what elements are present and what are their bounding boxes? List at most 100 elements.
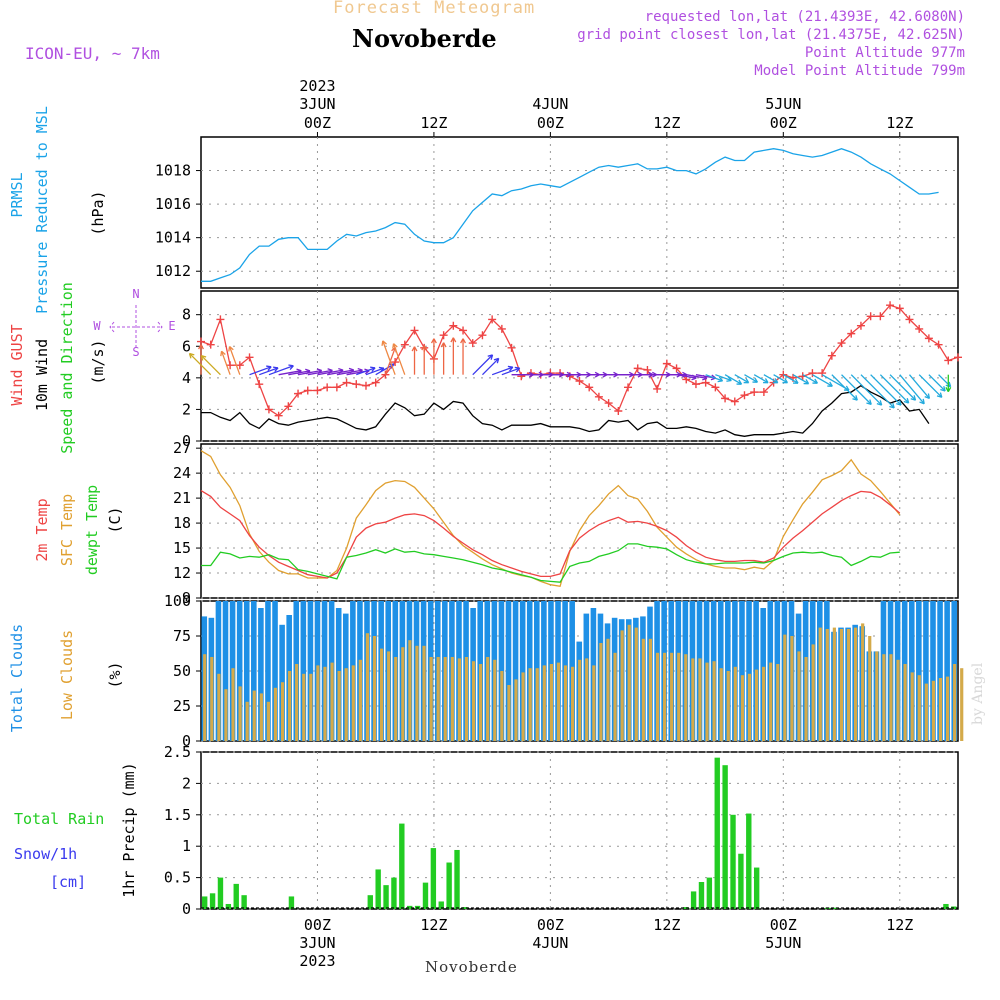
wind-arrow-head	[793, 378, 799, 384]
wind-direction-arrow	[715, 374, 732, 382]
low-cloud-bar	[280, 682, 285, 741]
total-cloud-bar	[739, 601, 745, 741]
wind-direction-arrow	[382, 340, 396, 375]
wind-arrow-head	[782, 378, 789, 384]
wind-arrow-head	[752, 377, 759, 383]
wind-direction-arrow	[724, 374, 742, 385]
wind-direction-arrow	[259, 367, 279, 376]
low-cloud-bar	[259, 693, 263, 741]
wind-gust-marker	[905, 315, 914, 324]
low-cloud-bar	[825, 629, 829, 741]
low-cloud-bar	[684, 654, 688, 741]
rain-bar	[454, 849, 460, 909]
model-label: ICON-EU, ~ 7km	[25, 44, 160, 63]
temp-dewpt-label: dewpt Temp	[83, 485, 101, 575]
low-cloud-bar	[931, 680, 936, 741]
precip-ytick-label: 1.5	[164, 806, 191, 824]
low-cloud-bar	[776, 664, 780, 741]
wind-gust-marker	[468, 339, 477, 348]
wind-direction-arrow	[249, 366, 272, 376]
wind-arrow-head	[827, 381, 833, 387]
rain-bar	[241, 895, 247, 909]
wind-gust-marker	[827, 351, 836, 360]
wind-gust-marker	[449, 321, 458, 330]
clouds-ytick-label: 25	[173, 697, 191, 715]
gridpoint-coords: grid point closest lon,lat (21.4375E, 42…	[577, 27, 965, 43]
bottom-date-label: 5JUN	[765, 934, 801, 952]
compass-e: E	[168, 319, 175, 333]
rain-bar	[462, 907, 468, 909]
wind-arrow-head	[450, 337, 457, 343]
wind-gust-marker	[585, 383, 594, 392]
low-cloud-bar	[295, 664, 299, 741]
wind-arrow-head	[430, 338, 437, 344]
wind-direction-arrow	[481, 357, 500, 376]
low-cloud-bar	[203, 654, 207, 741]
wind-gust-marker	[847, 329, 856, 338]
wind-arrow-head	[370, 366, 376, 373]
wind-gust-marker	[352, 380, 361, 389]
rain-bar	[288, 896, 295, 909]
low-cloud-bar	[500, 671, 504, 741]
snow-unit-label: [cm]	[50, 873, 86, 891]
low-cloud-bar	[726, 671, 730, 741]
wind-gust-marker	[759, 388, 768, 397]
rain-bar	[438, 901, 444, 909]
wind-direction-arrow	[850, 374, 883, 406]
wind-arrow-head	[945, 386, 952, 392]
requested-coords: requested lon,lat (21.4393E, 42.6080N)	[644, 9, 965, 25]
top-time-label: 12Z	[420, 114, 447, 132]
wind-arrow-head	[772, 378, 779, 384]
bottom-time-label: 00Z	[770, 916, 797, 934]
low-cloud-bar	[316, 665, 320, 741]
wind-arrow-head	[924, 393, 931, 400]
low-cloud-bar	[938, 678, 943, 741]
rain-bar	[430, 848, 437, 909]
temp-ytick-label: 12	[173, 564, 191, 582]
low-cloud-bar	[832, 627, 836, 741]
low-cloud-bar	[238, 686, 242, 741]
wind-direction-arrow	[317, 369, 344, 376]
low-cloud-bar	[811, 644, 815, 741]
temp-2m-line	[200, 490, 901, 579]
wind-gust-marker	[604, 399, 613, 408]
low-cloud-bar	[309, 673, 313, 741]
prmsl-ytick-label: 1012	[155, 262, 191, 280]
wind-arrow-head	[392, 343, 398, 349]
low-cloud-bar	[457, 658, 461, 741]
bottom-year-label: 2023	[299, 952, 335, 970]
wind-arrow-head	[903, 397, 910, 404]
compass-n: N	[132, 287, 139, 301]
low-cloud-bar	[471, 661, 476, 741]
wind-arrow-head	[717, 376, 724, 383]
top-time-label: 00Z	[304, 114, 331, 132]
total-cloud-bar	[251, 601, 257, 741]
wind-arrow-head	[272, 366, 279, 373]
low-cloud-bar	[330, 662, 334, 741]
low-cloud-bar	[662, 652, 667, 741]
wind-gust-marker	[740, 391, 749, 400]
temp-sfc-label: SFC Temp	[58, 494, 76, 566]
total-cloud-bar	[923, 601, 929, 741]
wind-arrow-head	[493, 357, 500, 364]
wind-direction-arrow	[773, 374, 788, 384]
low-cloud-bar	[854, 627, 858, 741]
low-cloud-bar	[464, 657, 469, 741]
wind-direction-arrow	[841, 374, 872, 405]
bottom-time-label: 12Z	[653, 916, 680, 934]
low-cloud-bar	[839, 629, 844, 741]
rain-bar	[383, 885, 389, 909]
wind-gust-marker	[701, 378, 710, 387]
footer-location: Novoberde	[425, 958, 518, 976]
wind-arrow-head	[803, 379, 810, 385]
wind-gust-marker	[517, 372, 526, 381]
snow-label: Snow/1h	[14, 845, 77, 863]
total-cloud-bar	[300, 601, 307, 741]
precip-frame	[200, 751, 959, 910]
rain-bar	[399, 823, 405, 909]
rain-bar	[698, 881, 705, 909]
total-cloud-bar	[937, 601, 943, 741]
wind-direction-arrow	[297, 369, 322, 376]
wind-direction-arrow	[908, 374, 930, 399]
wind-gust-marker	[400, 340, 409, 349]
